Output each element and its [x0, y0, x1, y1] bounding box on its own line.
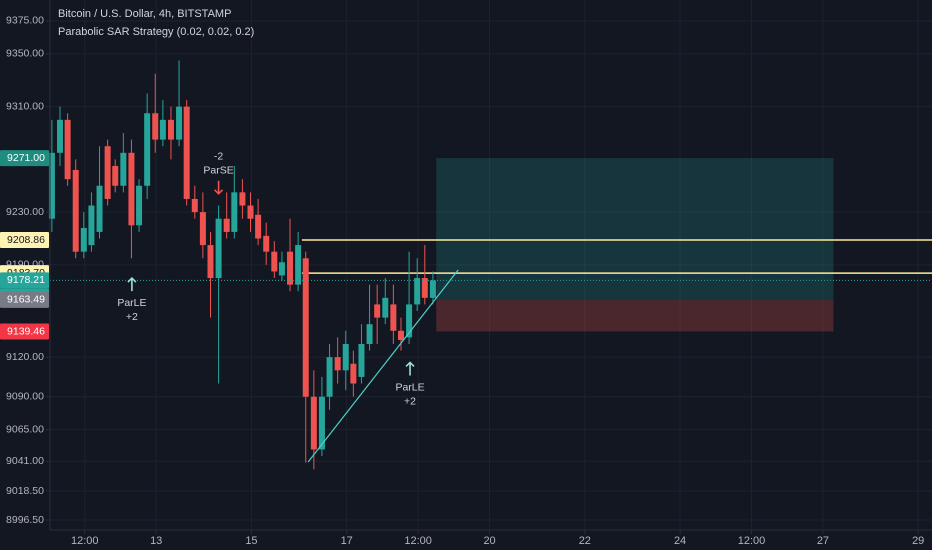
candle-body — [397, 330, 404, 341]
position-profit-zone — [436, 158, 834, 300]
y-tick-label: 8996.50 — [6, 514, 44, 526]
price-label: 9139.46 — [7, 325, 45, 337]
candle-body — [271, 251, 278, 272]
y-tick-label: 9090.00 — [6, 390, 44, 402]
candle-body — [287, 251, 294, 285]
candle-body — [144, 113, 151, 186]
candle-body — [318, 396, 325, 450]
candle-body — [278, 262, 285, 276]
candle-body — [334, 357, 341, 371]
candle-body — [390, 304, 397, 331]
y-tick-label: 9041.00 — [6, 455, 44, 467]
candle-body — [223, 218, 230, 232]
candle-body — [159, 119, 166, 140]
candle-body — [382, 297, 389, 318]
annotation-text: -2 — [214, 151, 223, 163]
price-label: 9178.21 — [7, 274, 45, 286]
x-tick-label: 12:00 — [71, 535, 99, 547]
candle-body — [374, 304, 381, 318]
candle-body — [152, 113, 159, 140]
annotation-text: +2 — [126, 311, 138, 323]
candle-body — [80, 227, 87, 252]
candle-body — [429, 280, 436, 298]
annotation-text: +2 — [404, 395, 416, 407]
candle-body — [302, 258, 309, 397]
candle-body — [183, 106, 190, 199]
candle-body — [215, 218, 222, 279]
x-tick-label: 24 — [674, 535, 686, 547]
price-label: 9163.49 — [7, 294, 45, 306]
price-label-box — [0, 323, 49, 340]
candle-body — [421, 278, 428, 298]
candle-body — [414, 278, 421, 305]
candle-body — [191, 198, 198, 213]
y-tick-label: 9120.00 — [6, 351, 44, 363]
annotation-text: ParLE — [117, 297, 146, 309]
x-tick-label: 29 — [912, 535, 924, 547]
candle-body — [64, 119, 71, 180]
candle-body — [342, 343, 349, 371]
y-tick-label: 9375.00 — [6, 15, 44, 27]
x-tick-label: 12:00 — [738, 535, 766, 547]
candle-body — [207, 245, 214, 279]
candle-body — [72, 169, 79, 252]
price-label-box — [0, 150, 49, 167]
candle-body — [358, 343, 365, 377]
trendline — [307, 269, 459, 463]
x-tick-label: 22 — [579, 535, 591, 547]
price-label-box — [0, 291, 49, 308]
candle-body — [199, 212, 206, 246]
candle-body — [231, 192, 238, 232]
candle-body — [263, 235, 270, 252]
x-tick-label: 17 — [341, 535, 353, 547]
candle-body — [326, 357, 333, 397]
candle-body — [310, 396, 317, 450]
candle-body — [57, 119, 64, 153]
y-tick-label: 9310.00 — [6, 100, 44, 112]
candle-body — [406, 304, 413, 338]
candle-body — [120, 152, 127, 186]
candle-body — [167, 119, 174, 140]
candle-body — [48, 152, 55, 219]
x-tick-label: 15 — [245, 535, 257, 547]
candle-body — [295, 245, 302, 285]
candle-body — [136, 185, 143, 226]
signal-arrow — [405, 361, 415, 376]
x-tick-label: 27 — [817, 535, 829, 547]
candle-body — [366, 324, 373, 344]
signal-arrow — [214, 180, 224, 195]
y-tick-label: 9230.00 — [6, 206, 44, 218]
x-tick-label: 13 — [150, 535, 162, 547]
candle-body — [239, 192, 246, 206]
x-tick-label: 20 — [483, 535, 495, 547]
candle-body — [96, 185, 103, 232]
y-tick-label: 9350.00 — [6, 48, 44, 60]
price-label-box — [0, 272, 49, 289]
annotation-text: ParSE — [203, 165, 233, 177]
candle-body — [247, 205, 254, 219]
x-tick-label: 12:00 — [404, 535, 432, 547]
price-label: 9271.00 — [7, 152, 45, 164]
chart-subtitle: Parabolic SAR Strategy (0.02, 0.02, 0.2) — [58, 26, 254, 38]
position-loss-zone — [436, 299, 834, 332]
chart-title: Bitcoin / U.S. Dollar, 4h, BITSTAMP — [58, 8, 231, 20]
signal-arrow — [127, 276, 137, 292]
price-label: 9208.86 — [7, 234, 45, 246]
candle-body — [112, 165, 119, 186]
y-tick-label: 9065.00 — [6, 423, 44, 435]
candle-body — [350, 363, 357, 384]
annotation-text: ParLE — [395, 381, 424, 393]
price-label-box — [0, 232, 49, 249]
candle-body — [104, 146, 111, 199]
y-tick-label: 9018.50 — [6, 485, 44, 497]
candle-body — [88, 205, 95, 246]
candle-body — [128, 152, 135, 226]
candle-body — [255, 214, 262, 239]
candle-body — [176, 106, 183, 140]
